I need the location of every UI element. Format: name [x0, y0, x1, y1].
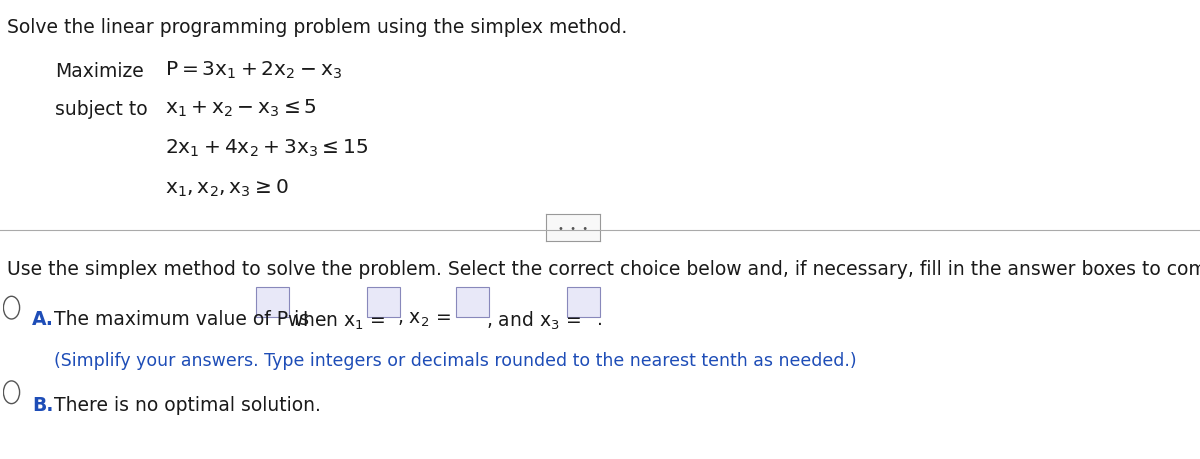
Text: (Simplify your answers. Type integers or decimals rounded to the nearest tenth a: (Simplify your answers. Type integers or…: [54, 352, 857, 370]
Text: Use the simplex method to solve the problem. Select the correct choice below and: Use the simplex method to solve the prob…: [7, 260, 1200, 279]
Text: Solve the linear programming problem using the simplex method.: Solve the linear programming problem usi…: [7, 18, 628, 37]
Text: $\mathsf{2x_1 + 4x_2 + 3x_3 \leq 15}$: $\mathsf{2x_1 + 4x_2 + 3x_3 \leq 15}$: [164, 138, 368, 159]
Text: .: .: [598, 310, 602, 329]
Text: •  •  •: • • •: [558, 224, 588, 234]
Text: A.: A.: [32, 310, 54, 329]
Circle shape: [4, 296, 19, 319]
Text: , $\mathsf{x_2}$ =: , $\mathsf{x_2}$ =: [397, 310, 451, 329]
Text: $\mathsf{x_1, x_2, x_3 \geq 0}$: $\mathsf{x_1, x_2, x_3 \geq 0}$: [164, 178, 289, 199]
Text: $\mathsf{x_1 + x_2 - x_3 \leq 5}$: $\mathsf{x_1 + x_2 - x_3 \leq 5}$: [164, 98, 317, 119]
Text: $\mathsf{P = 3x_1 + 2x_2 - x_3}$: $\mathsf{P = 3x_1 + 2x_2 - x_3}$: [164, 60, 342, 81]
Text: The maximum value of P is: The maximum value of P is: [54, 310, 310, 329]
Text: subject to: subject to: [55, 100, 148, 119]
Text: B.: B.: [32, 396, 53, 415]
Text: There is no optimal solution.: There is no optimal solution.: [54, 396, 320, 415]
Text: when $\mathsf{x_1}$ =: when $\mathsf{x_1}$ =: [287, 310, 385, 332]
Circle shape: [4, 381, 19, 403]
Text: Maximize: Maximize: [55, 62, 144, 81]
Text: , and $\mathsf{x_3}$ =: , and $\mathsf{x_3}$ =: [486, 310, 581, 332]
